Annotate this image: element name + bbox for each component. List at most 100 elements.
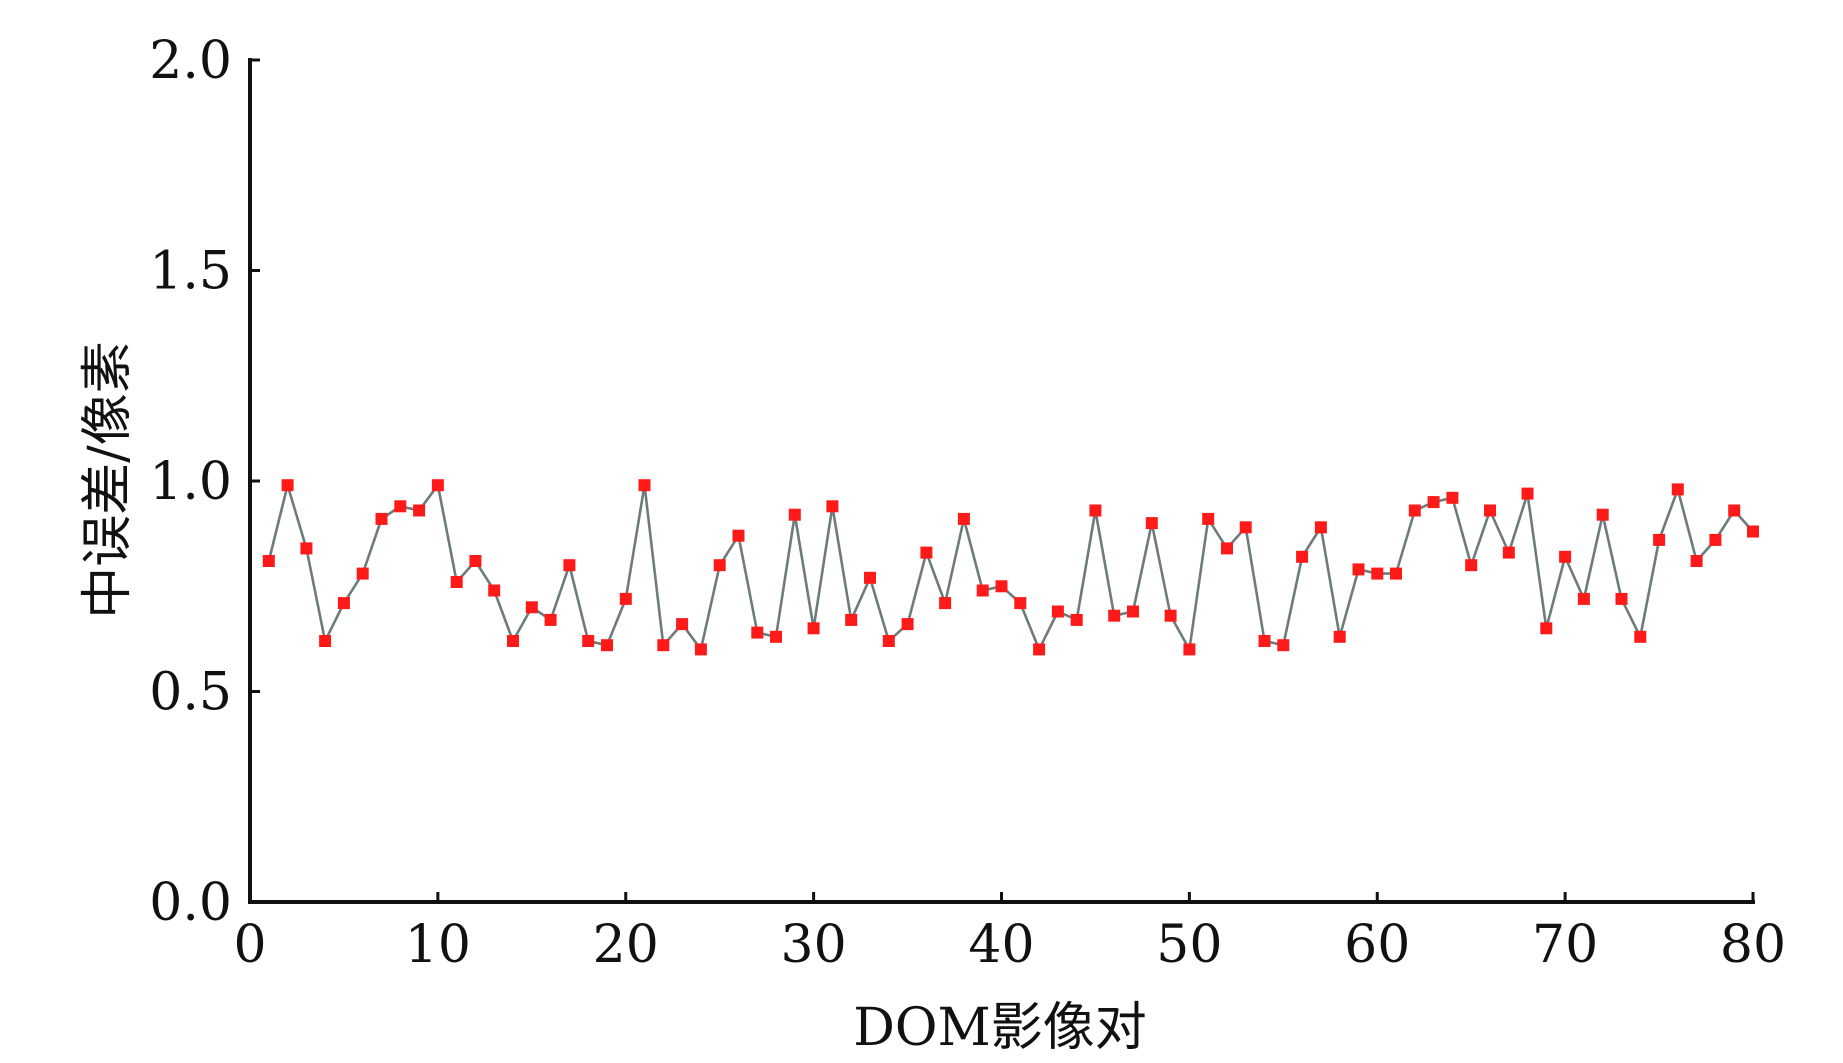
y-tick-label: 0.0 [149, 873, 232, 933]
data-point [1446, 491, 1459, 504]
y-tick-label: 2.0 [149, 31, 232, 91]
data-point [1502, 546, 1515, 559]
data-point [732, 529, 745, 542]
data-point [262, 555, 275, 567]
data-point [638, 479, 651, 492]
data-point [1089, 504, 1102, 517]
data-point [1596, 508, 1609, 521]
data-point [957, 512, 970, 525]
data-point [1653, 533, 1666, 546]
data-point [1183, 643, 1196, 656]
data-point [676, 618, 689, 631]
x-tick-label: 30 [781, 915, 847, 975]
data-point [1390, 567, 1402, 580]
data-point [1577, 592, 1590, 605]
data-point [375, 512, 388, 525]
data-point [1108, 609, 1121, 622]
data-point [300, 542, 313, 555]
y-tick-label: 0.5 [149, 663, 232, 723]
x-tick-label: 10 [405, 915, 471, 975]
data-point [394, 500, 407, 513]
x-tick-label: 20 [593, 915, 659, 975]
data-point [1559, 550, 1572, 563]
data-point [1277, 639, 1290, 652]
data-point [713, 559, 726, 572]
ticks: 0 10 20 30 40 50 60 70 80 0.0 0.5 1.0 1.5 2.0 [149, 31, 1786, 975]
data-point [995, 580, 1008, 593]
x-tick-label: 60 [1344, 915, 1410, 975]
x-tick-label: 70 [1532, 915, 1598, 975]
data-series [262, 479, 1759, 656]
data-point [657, 639, 670, 652]
x-tick-label: 40 [968, 915, 1034, 975]
data-point [1202, 512, 1215, 525]
data-point [1033, 643, 1046, 656]
data-point [1521, 487, 1534, 500]
data-point [563, 559, 576, 572]
data-point [807, 622, 820, 635]
data-point [1747, 525, 1759, 538]
data-point [413, 504, 426, 517]
data-point [619, 592, 632, 605]
data-point [1333, 630, 1346, 643]
data-point [1014, 597, 1027, 610]
data-point [1615, 592, 1628, 605]
data-point [1239, 521, 1252, 534]
series-line [267, 480, 1754, 654]
data-point [601, 639, 613, 652]
data-point [939, 597, 952, 610]
data-point [488, 584, 501, 597]
data-point [1690, 555, 1703, 567]
x-axis-title: DOM影像对 [853, 998, 1147, 1058]
data-point [1296, 550, 1309, 563]
data-point [450, 576, 463, 588]
series-markers [262, 479, 1759, 656]
data-point [976, 584, 989, 597]
data-point [1051, 605, 1064, 618]
data-point [469, 555, 482, 567]
data-point [1484, 504, 1496, 517]
data-point [1314, 521, 1327, 534]
data-point [788, 508, 801, 521]
x-tick-label: 80 [1720, 915, 1786, 975]
data-point [920, 546, 933, 559]
data-point [845, 613, 858, 626]
y-axis-title: 中误差/像素 [78, 341, 138, 619]
data-point [864, 571, 876, 584]
data-point [1465, 559, 1478, 572]
y-tick-label: 1.5 [149, 242, 232, 302]
data-point [356, 567, 369, 580]
data-point [281, 479, 294, 492]
data-point [751, 626, 764, 639]
data-point [582, 635, 595, 647]
data-point [1427, 496, 1440, 509]
data-point [1634, 630, 1647, 643]
data-point [770, 630, 782, 643]
data-point [319, 635, 332, 647]
y-tick-label: 1.0 [149, 452, 232, 512]
data-point [1709, 533, 1722, 546]
data-point [1127, 605, 1139, 618]
x-tick-label: 50 [1156, 915, 1222, 975]
data-point [1371, 567, 1384, 580]
data-point [525, 601, 538, 614]
data-point [1540, 622, 1553, 635]
data-point [1070, 613, 1083, 626]
data-point [1258, 635, 1271, 647]
data-point [694, 643, 707, 656]
axes [248, 58, 1755, 904]
data-point [901, 618, 914, 631]
data-point [1352, 563, 1365, 576]
data-point [826, 500, 839, 513]
x-tick-label: 0 [233, 915, 266, 975]
data-point [1221, 542, 1233, 555]
data-point [1728, 504, 1741, 517]
data-point [431, 479, 444, 492]
data-point [882, 635, 895, 647]
data-point [1408, 504, 1421, 517]
data-point [337, 597, 350, 610]
data-point [544, 613, 557, 626]
data-point [507, 635, 519, 647]
